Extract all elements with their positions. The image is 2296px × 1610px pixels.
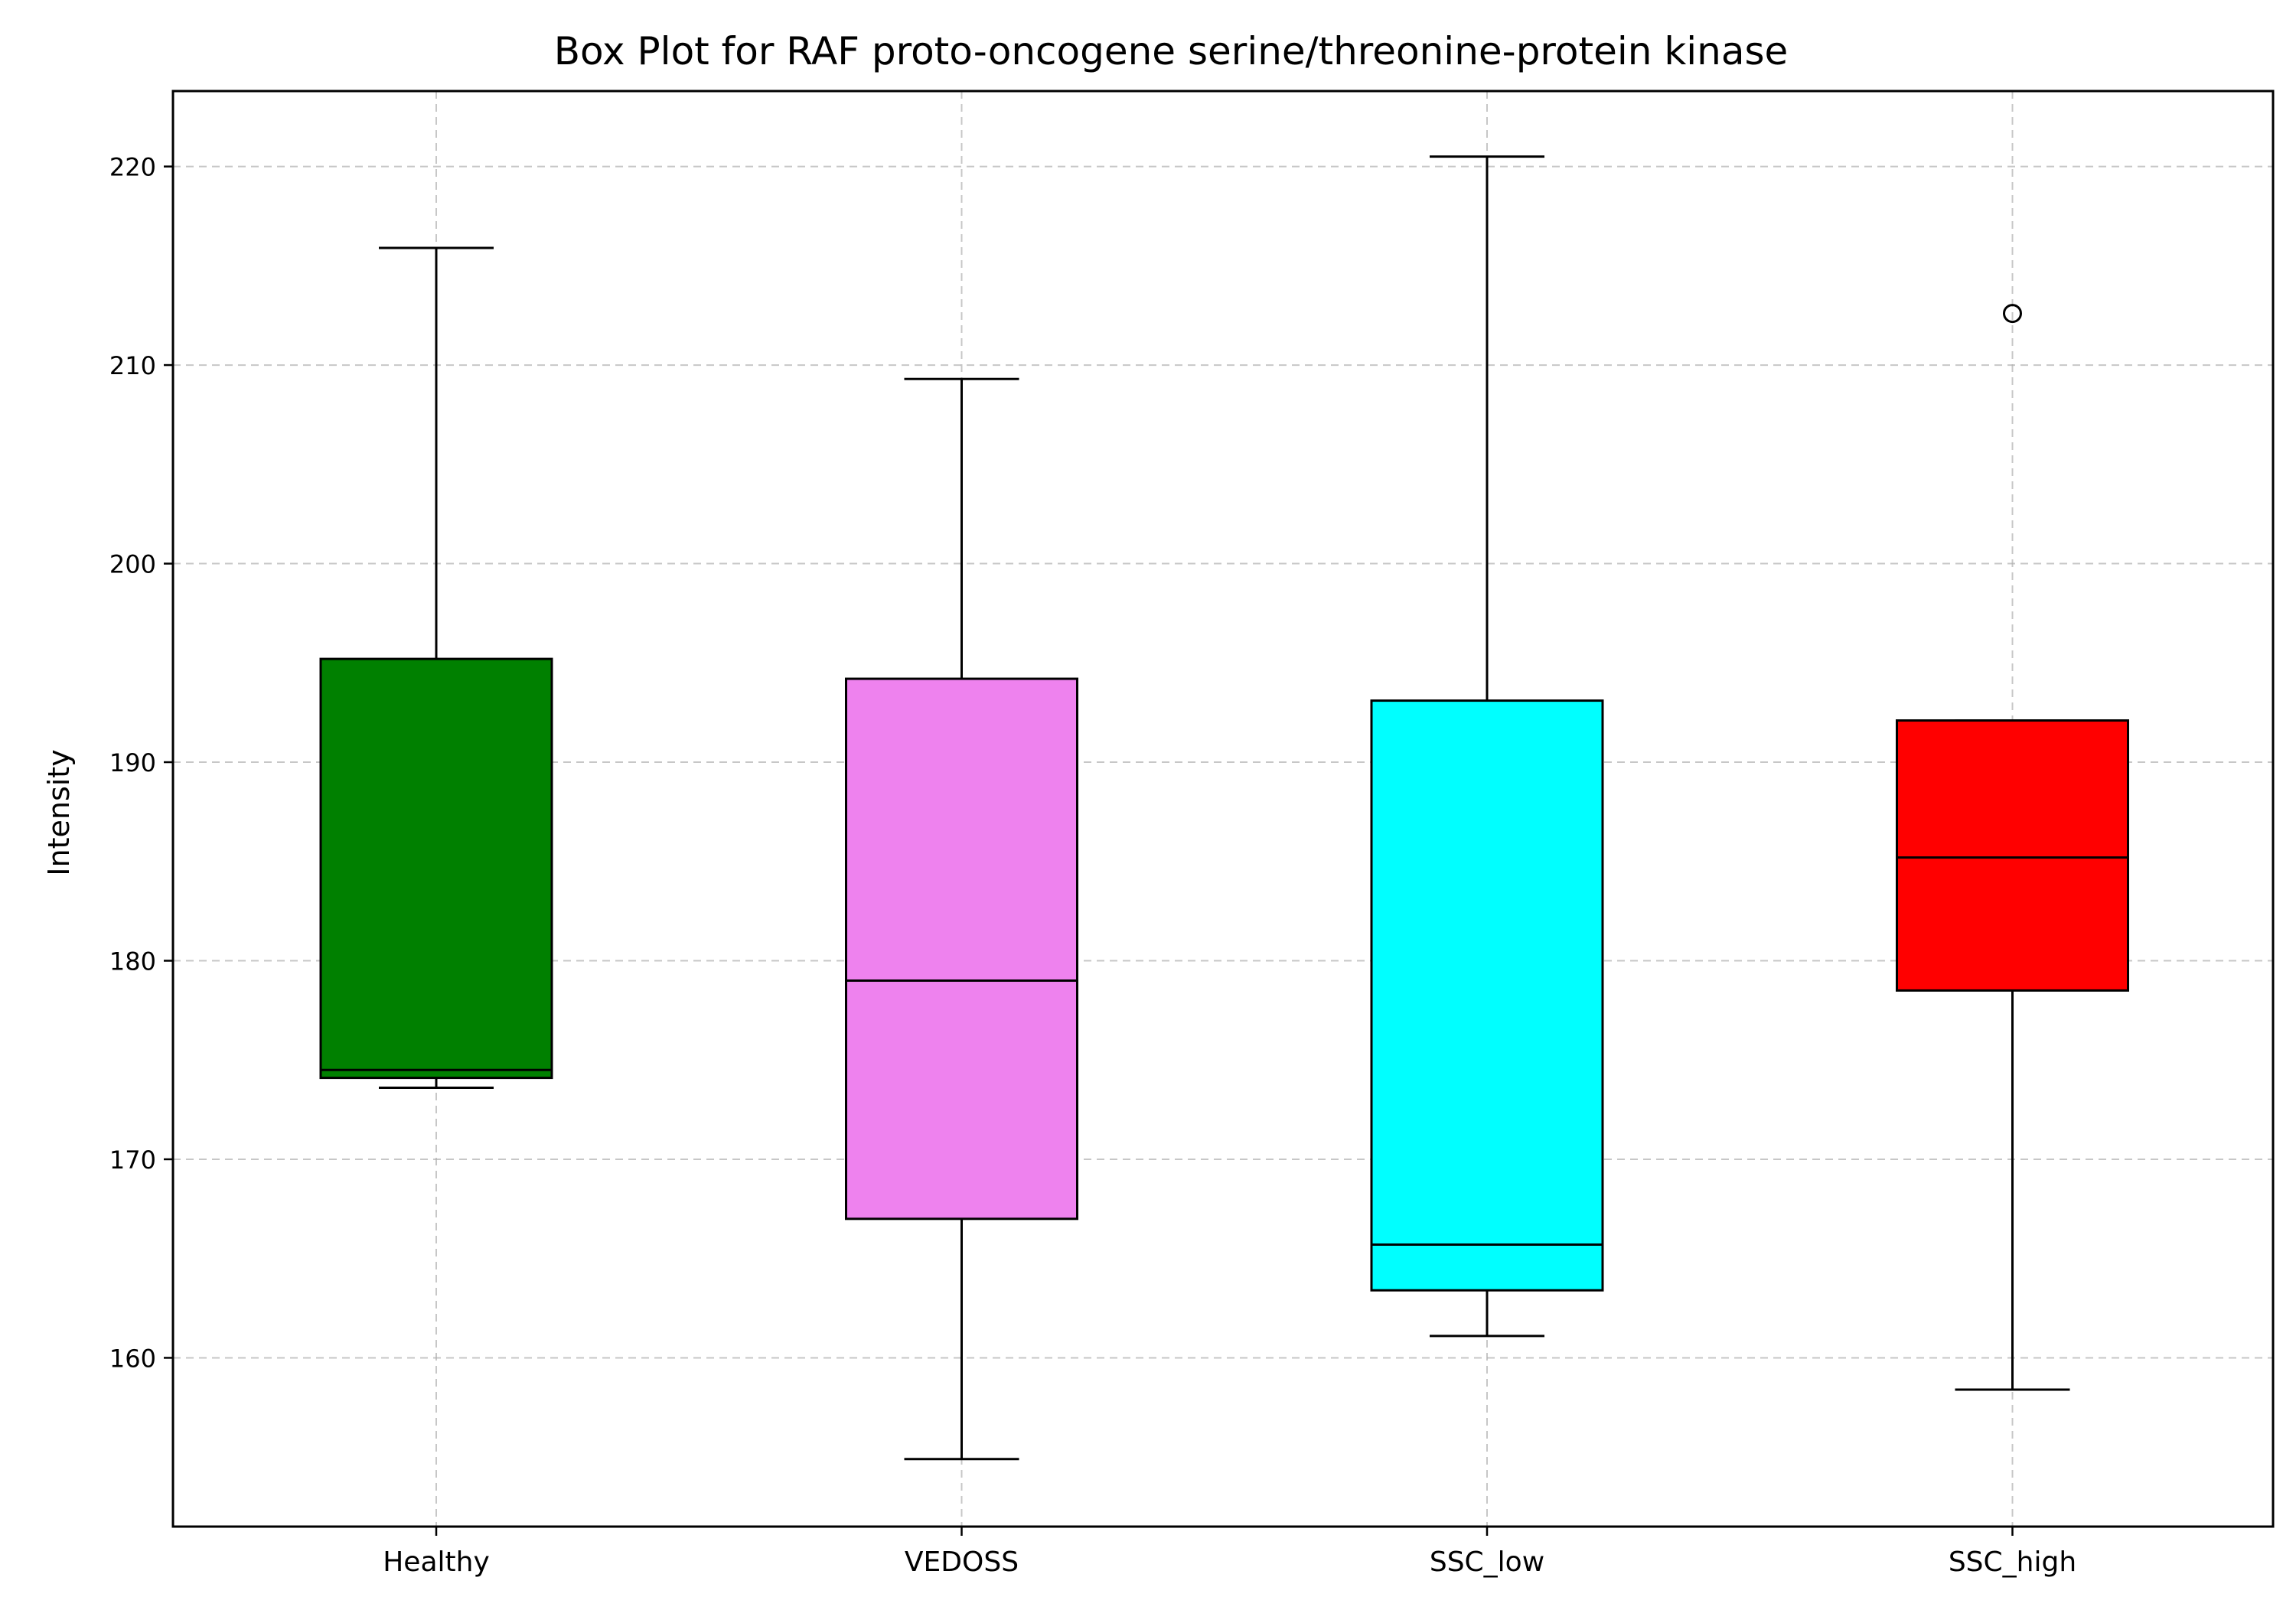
plot-frame [171,90,2275,1528]
iqr-box [1896,719,2129,992]
chart-title: Box Plot for RAF proto-oncogene serine/t… [554,29,1789,73]
y-tick-label: 160 [109,1344,156,1373]
y-tick-label: 180 [109,947,156,976]
x-tick-label: VEDOSS [905,1546,1019,1578]
x-tick-label: SSC_low [1430,1546,1544,1578]
x-tick-label: Healthy [383,1546,490,1578]
box-ssc-low [1370,155,1604,1338]
iqr-box [845,677,1078,1221]
y-tick-label: 200 [109,550,156,579]
box-vedoss [845,377,1078,1461]
iqr-box [1370,699,1604,1292]
iqr-box [319,657,553,1080]
y-tick-label: 190 [109,748,156,777]
box-ssc-high [1896,304,2129,1391]
y-axis-label: Intensity [42,749,76,875]
y-tick-label: 210 [109,351,156,380]
y-tick-label: 220 [109,153,156,182]
x-tick-label: SSC_high [1949,1546,2076,1578]
y-tick-label: 170 [109,1146,156,1175]
boxes-layer [319,155,2129,1461]
ticks-layer: 160 170 180 190 200 210 220 Healthy VEDOSS SSC_lo… [109,153,2076,1578]
outlier-point [2003,304,2022,324]
box-healthy [319,246,553,1090]
